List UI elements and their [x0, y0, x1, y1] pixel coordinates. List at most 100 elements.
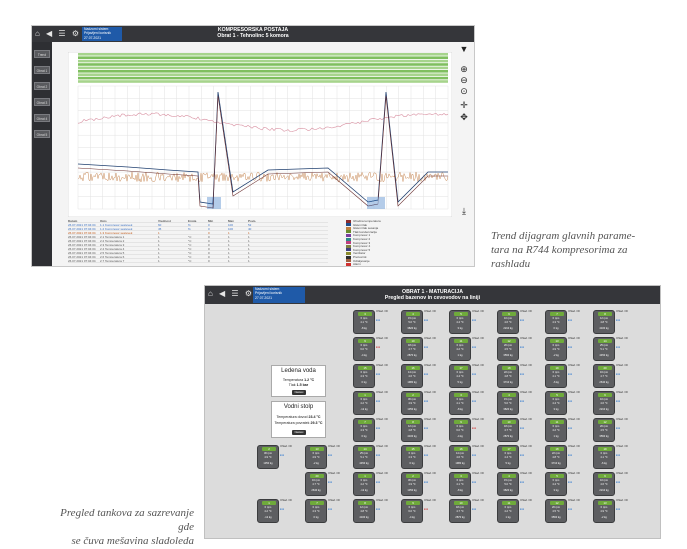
tank-unit[interactable]: 8 12 rpm 4.8 °C 4100 kg Ohlad. OK ■ ■ — [353, 499, 399, 523]
tank-unit[interactable]: 70 rpm 4.3 °C 0 kg Ohlad. OK ■ ■ — [545, 310, 591, 334]
tank-unit[interactable]: 13 0 rpm 4.9 °C -2 kg Ohlad. OK ■ ■ — [545, 337, 591, 361]
tank-unit[interactable]: 12 20 rpm 4.5 °C 3560 kg Ohlad. OK ■ ■ — [545, 499, 591, 523]
filter-icon[interactable]: ▼ — [458, 44, 470, 54]
tank-unit[interactable]: 13 0 rpm 4.9 °C -2 kg Ohlad. OK ■ ■ — [305, 445, 351, 469]
tank-unit[interactable]: 8 12 rpm 4.8 °C 4100 kg Ohlad. OK ■ ■ — [593, 310, 639, 334]
tank-weight: -2 kg — [594, 516, 614, 519]
tank-status-icons: ■ ■ — [568, 346, 591, 349]
ice-water-level-label: Tlak — [289, 383, 296, 387]
pan-icon[interactable]: ✥ — [458, 112, 470, 122]
tank-unit[interactable]: 10 rpm 4.2 °C -12 kg Ohlad. OK ■ ■ — [353, 472, 399, 496]
tank-rpm: 20 rpm — [498, 344, 518, 347]
tank-weight: 3820 kg — [402, 327, 422, 330]
tank-rpm: 0 rpm — [546, 344, 566, 347]
tank-unit[interactable]: 19 0 rpm 4.1 °C -6 kg Ohlad. OK ■ ■ — [545, 364, 591, 388]
sidebar-item-2[interactable]: Obrat 1 — [34, 66, 50, 74]
tank-unit[interactable]: 16 14 rpm 4.6 °C 1980 kg Ohlad. OK ■ ■ — [401, 364, 447, 388]
tank-unit[interactable]: 15 0 rpm 4.3 °C 0 kg Ohlad. OK ■ ■ — [353, 364, 399, 388]
tank-unit[interactable]: 10 18 rpm 4.7 °C 2870 kg Ohlad. OK ■ ■ — [401, 337, 447, 361]
trend-chart[interactable] — [68, 52, 452, 217]
tank-status: Ohlad. OK ■ ■ — [280, 445, 303, 469]
tank-unit[interactable]: 2 30 rpm 4.9 °C 1350 kg Ohlad. OK ■ ■ — [401, 472, 447, 496]
table-row[interactable]: 26.07.2021 07:04:04 2.7 Temperatura 7 1 °C 0… — [68, 259, 328, 263]
tank-status: Ohlad. OK ■ ■ — [520, 364, 543, 388]
legend-item[interactable]: Alarm — [332, 262, 432, 266]
tank-unit[interactable]: 4 15 rpm 5.0 °C 3820 kg Ohlad. OK ■ ■ — [497, 391, 543, 415]
water-tower-set-button[interactable]: Nastavi — [292, 430, 306, 435]
trend-subtitle: Obrat 1 - Tehnolinc 5 komora — [32, 33, 474, 39]
zoom-in-icon[interactable]: ⊕ — [458, 64, 470, 74]
tank-status-icons: ■ ■ — [472, 427, 495, 430]
tank-unit[interactable]: 12 20 rpm 4.5 °C 3560 kg Ohlad. OK ■ ■ — [593, 418, 639, 442]
tank-unit[interactable]: 8 12 rpm 4.8 °C 4100 kg Ohlad. OK ■ ■ — [401, 418, 447, 442]
tank-body: 50 rpm 4.4 °C 3 kg — [545, 472, 567, 496]
water-tower-temp2: Temperatura povratek 29.3 °C — [272, 421, 325, 425]
sidebar-item-5[interactable]: Obrat 4 — [34, 114, 50, 122]
tank-unit[interactable]: 16 14 rpm 4.6 °C 1980 kg Ohlad. OK ■ ■ — [449, 445, 495, 469]
tank-unit[interactable]: 12 20 rpm 4.5 °C 3560 kg Ohlad. OK ■ ■ — [497, 337, 543, 361]
tank-unit[interactable]: 70 rpm 4.3 °C 0 kg Ohlad. OK ■ ■ — [305, 499, 351, 523]
tank-unit[interactable]: 70 rpm 4.3 °C 0 kg Ohlad. OK ■ ■ — [353, 418, 399, 442]
sidebar-item-1[interactable]: Trend — [34, 50, 50, 58]
sidebar-item-3[interactable]: Obrat 2 — [34, 82, 50, 90]
tank-state-label: Ohlad. OK — [616, 310, 639, 313]
tank-unit[interactable]: 19 0 rpm 4.1 °C -6 kg Ohlad. OK ■ ■ — [593, 445, 639, 469]
tank-unit[interactable]: 50 rpm 4.4 °C 3 kg Ohlad. OK ■ ■ — [449, 310, 495, 334]
tank-unit[interactable]: 11 0 rpm 4.2 °C 1 kg Ohlad. OK ■ ■ — [545, 418, 591, 442]
tank-unit[interactable]: 10 18 rpm 4.7 °C 2870 kg Ohlad. OK ■ ■ — [497, 418, 543, 442]
sidebar-item-4[interactable]: Obrat 3 — [34, 98, 50, 106]
zoom-out-icon[interactable]: ⊖ — [458, 75, 470, 85]
ice-water-set-button[interactable]: Nastavi — [292, 390, 306, 395]
tank-unit[interactable]: 11 0 rpm 4.2 °C 1 kg Ohlad. OK ■ ■ — [497, 499, 543, 523]
tank-unit[interactable]: 30 rpm 4.1 °C -8 kg Ohlad. OK ■ ■ — [449, 391, 495, 415]
tank-unit[interactable]: 15 0 rpm 4.3 °C 0 kg Ohlad. OK ■ ■ — [401, 445, 447, 469]
tank-body: 12 20 rpm 4.5 °C 3560 kg — [497, 337, 519, 361]
tank-status: Ohlad. OK ■ ■ — [424, 499, 447, 523]
tank-unit[interactable]: 11 0 rpm 4.2 °C 1 kg Ohlad. OK ■ ■ — [449, 337, 495, 361]
tank-rpm: 0 rpm — [546, 317, 566, 320]
tank-unit[interactable]: 50 rpm 4.4 °C 3 kg Ohlad. OK ■ ■ — [545, 472, 591, 496]
tank-rpm: 22 rpm — [546, 452, 566, 455]
tank-unit[interactable]: 14 25 rpm 5.1 °C 4450 kg Ohlad. OK ■ ■ — [353, 445, 399, 469]
tank-unit[interactable]: 50 rpm 4.4 °C 3 kg Ohlad. OK ■ ■ — [545, 391, 591, 415]
tank-unit[interactable]: 10 18 rpm 4.7 °C 2870 kg Ohlad. OK ■ ■ — [449, 499, 495, 523]
tank-rpm: 20 rpm — [594, 425, 614, 428]
crosshair-icon[interactable]: ✛ — [458, 100, 470, 110]
tank-unit[interactable]: 14 25 rpm 5.1 °C 4450 kg Ohlad. OK ■ ■ — [593, 337, 639, 361]
tank-unit[interactable]: 4 15 rpm 5.0 °C 3820 kg Ohlad. OK ■ ■ — [497, 472, 543, 496]
tank-unit[interactable]: 2 30 rpm 4.9 °C 1350 kg Ohlad. OK ■ ■ — [257, 445, 303, 469]
tank-unit[interactable]: 90 rpm 6.0 °C -4 kg Ohlad. OK ■ ■ — [353, 337, 399, 361]
tank-state-label: Ohlad. OK — [424, 499, 447, 502]
tank-weight: 1980 kg — [450, 462, 470, 465]
sidebar-item-6[interactable]: Obrat 5 — [34, 130, 50, 138]
tank-unit[interactable]: 6 10 rpm 4.6 °C 2210 kg Ohlad. OK ■ ■ — [593, 391, 639, 415]
zoom-reset-icon[interactable]: ⊙ — [458, 86, 470, 96]
tank-status: Ohlad. OK ■ ■ — [376, 472, 399, 496]
tank-unit[interactable]: 10 rpm 4.2 °C -12 kg Ohlad. OK ■ ■ — [257, 499, 303, 523]
tank-unit[interactable]: 10 rpm 4.2 °C -12 kg Ohlad. OK ■ ■ — [353, 391, 399, 415]
tank-unit[interactable]: 4 15 rpm 5.0 °C 3820 kg Ohlad. OK ■ ■ — [401, 310, 447, 334]
tank-unit[interactable]: 18 22 rpm 4.8 °C 3710 kg Ohlad. OK ■ ■ — [545, 445, 591, 469]
tank-unit[interactable]: 30 rpm 4.1 °C -8 kg Ohlad. OK ■ ■ — [353, 310, 399, 334]
tank-number: 2 — [406, 393, 420, 397]
tank-body: 18 22 rpm 4.8 °C 3710 kg — [545, 445, 567, 469]
tank-unit[interactable]: 20 16 rpm 4.7 °C 2640 kg Ohlad. OK ■ ■ — [305, 472, 351, 496]
export-icon[interactable]: ⤓ — [458, 206, 470, 216]
tank-unit[interactable]: 30 rpm 4.1 °C -8 kg Ohlad. OK ■ ■ — [449, 472, 495, 496]
tank-unit[interactable]: 90 rpm 6.0 °C -4 kg Ohlad. OK ■ ■ — [401, 499, 447, 523]
tank-unit[interactable]: 6 10 rpm 4.6 °C 2210 kg Ohlad. OK ■ ■ — [593, 472, 639, 496]
tank-unit[interactable]: 18 22 rpm 4.8 °C 3710 kg Ohlad. OK ■ ■ — [497, 364, 543, 388]
tank-unit[interactable]: 90 rpm 6.0 °C -4 kg Ohlad. OK ■ ■ — [449, 418, 495, 442]
tank-rpm: 25 rpm — [354, 452, 374, 455]
tank-state-label: Ohlad. OK — [472, 391, 495, 394]
tank-state-label: Ohlad. OK — [520, 499, 543, 502]
tank-body: 10 rpm 4.2 °C -12 kg — [353, 391, 375, 415]
tank-status: Ohlad. OK ■ ■ — [568, 310, 591, 334]
tank-unit[interactable]: 2 30 rpm 4.9 °C 1350 kg Ohlad. OK ■ ■ — [401, 391, 447, 415]
tank-number: 10 — [406, 339, 420, 343]
tank-unit[interactable]: 17 0 rpm 4.4 °C 5 kg Ohlad. OK ■ ■ — [449, 364, 495, 388]
tank-unit[interactable]: 17 0 rpm 4.4 °C 5 kg Ohlad. OK ■ ■ — [497, 445, 543, 469]
tank-unit[interactable]: 6 10 rpm 4.6 °C 2210 kg Ohlad. OK ■ ■ — [497, 310, 543, 334]
tank-unit[interactable]: 20 16 rpm 4.7 °C 2640 kg Ohlad. OK ■ ■ — [593, 364, 639, 388]
tank-unit[interactable]: 13 0 rpm 4.9 °C -2 kg Ohlad. OK ■ ■ — [593, 499, 639, 523]
